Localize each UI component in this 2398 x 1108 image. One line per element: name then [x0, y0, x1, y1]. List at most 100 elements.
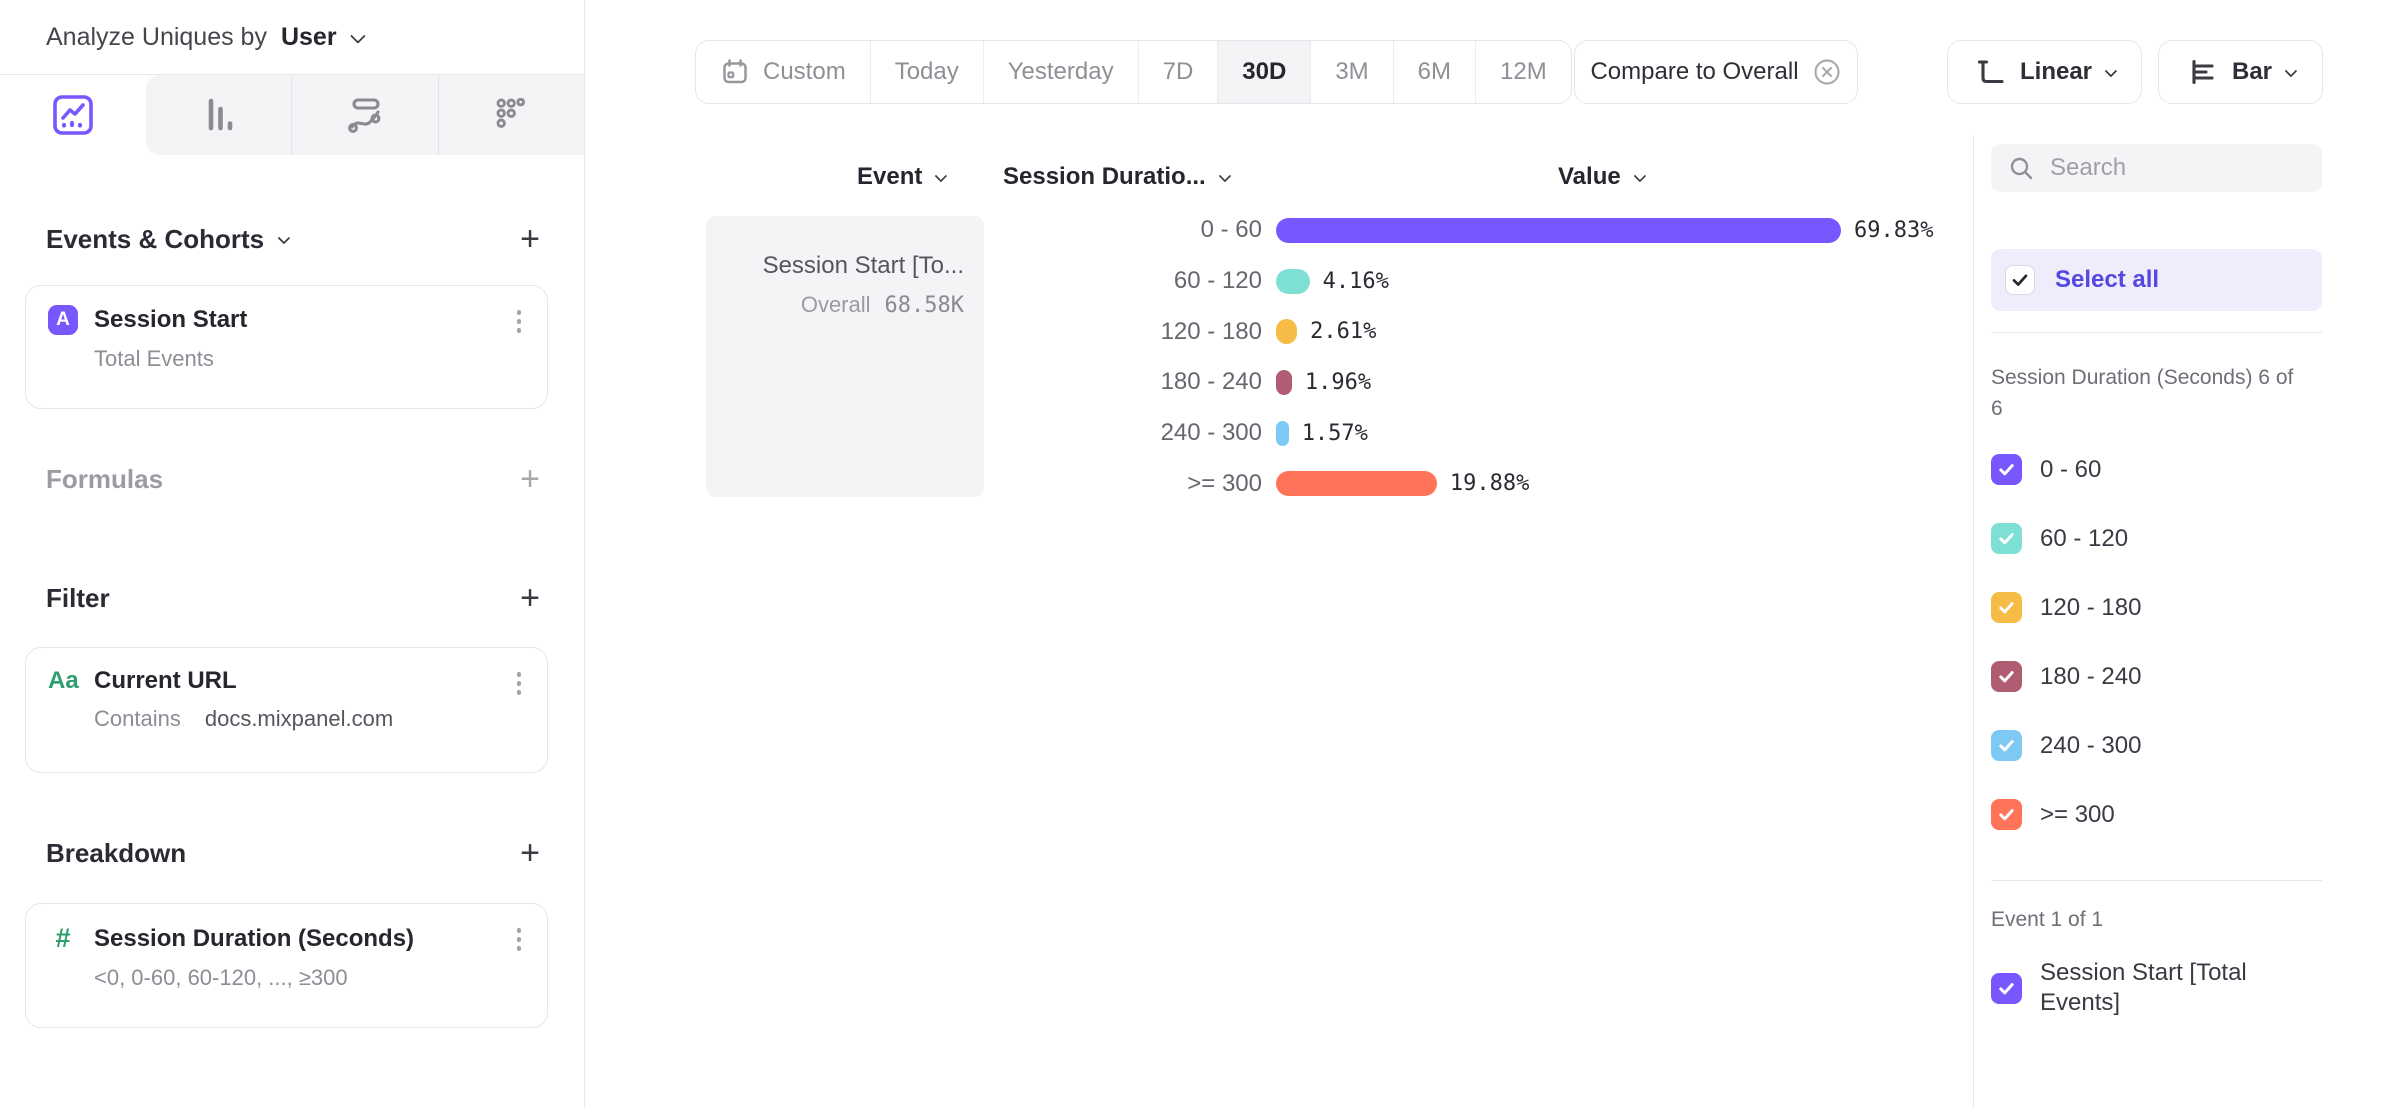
tab-flows[interactable]	[291, 75, 437, 155]
filter-title: Filter	[46, 582, 110, 613]
bar-segment[interactable]	[1276, 369, 1292, 395]
kebab-menu-icon[interactable]	[513, 668, 526, 699]
segment-item->=300[interactable]: >= 300	[1991, 799, 2322, 830]
column-header-event[interactable]: Event	[857, 159, 948, 195]
scale-selector-button[interactable]: Linear	[1947, 40, 2142, 104]
chevron-down-icon	[2104, 64, 2118, 77]
formulas-title: Formulas	[46, 463, 164, 494]
filter-operator[interactable]: Contains	[94, 706, 181, 731]
event-name[interactable]: Session Start	[94, 306, 248, 333]
event-aggregation[interactable]: Total Events	[94, 346, 214, 371]
bar-row-2: 60 - 120 4.16%	[585, 256, 1973, 307]
segment-item-60-120[interactable]: 60 - 120	[1991, 523, 2322, 554]
bar-category-label: 60 - 120	[1173, 267, 1262, 295]
add-formula-button[interactable]: +	[520, 460, 540, 498]
compare-to-overall-button[interactable]: Compare to Overall	[1574, 40, 1858, 104]
overall-label: Overall	[800, 292, 871, 317]
flows-icon	[342, 92, 388, 138]
date-range-label: Yesterday	[1007, 58, 1114, 85]
colored-checkbox[interactable]	[1991, 523, 2022, 554]
bar-value-label: 2.61%	[1310, 319, 1377, 345]
bar-segment[interactable]	[1276, 268, 1310, 294]
breakdown-card-session-duration[interactable]: # Session Duration (Seconds) <0, 0-60, 6…	[25, 903, 548, 1028]
search-icon	[2008, 155, 2035, 182]
column-header-value-label: Value	[1558, 163, 1621, 190]
add-filter-button[interactable]: +	[520, 579, 540, 617]
bar-rows: 0 - 60 69.83% 60 - 120 4.16% 120 - 180 2.61% 1…	[585, 205, 1973, 509]
date-range-label: 12M	[1500, 58, 1547, 85]
tab-retention[interactable]	[437, 75, 584, 155]
tab-insights[interactable]	[0, 75, 146, 155]
segment-item-120-180[interactable]: 120 - 180	[1991, 592, 2322, 623]
breakdown-property-name[interactable]: Session Duration (Seconds)	[94, 924, 415, 952]
colored-checkbox[interactable]	[1991, 592, 2022, 623]
kebab-menu-icon[interactable]	[513, 924, 526, 955]
colored-checkbox[interactable]	[1991, 454, 2022, 485]
segment-item-180-240[interactable]: 180 - 240	[1991, 661, 2322, 692]
segment-item-0-60[interactable]: 0 - 60	[1991, 454, 2322, 485]
bar-segment[interactable]	[1276, 319, 1298, 345]
divider	[1991, 332, 2322, 333]
breakdown-buckets[interactable]: <0, 0-60, 60-120, ..., ≥300	[94, 965, 348, 990]
bar-value-label: 19.88%	[1449, 471, 1530, 497]
date-range-today[interactable]: Today	[869, 41, 983, 103]
kebab-menu-icon[interactable]	[513, 306, 526, 337]
select-all-row[interactable]: Select all	[1991, 249, 2322, 311]
bar-category-label: 120 - 180	[1160, 317, 1262, 345]
bar-value-label: 1.96%	[1304, 369, 1372, 395]
chart-type-selector-button[interactable]: Bar	[2158, 40, 2323, 104]
bar-segment[interactable]	[1276, 420, 1289, 446]
add-event-button[interactable]: +	[520, 220, 540, 258]
column-header-session-duration[interactable]: Session Duratio...	[1003, 159, 1231, 195]
search-input[interactable]: Search	[1991, 144, 2322, 192]
analyze-uniques-value[interactable]: User	[280, 22, 337, 51]
date-range-6m[interactable]: 6M	[1392, 41, 1475, 103]
checkbox-label: 240 - 300	[2040, 731, 2142, 759]
chart-type-tabs	[0, 75, 584, 155]
filter-property-name[interactable]: Current URL	[94, 667, 237, 694]
filter-card-current-url[interactable]: Aa Current URL Contains docs.mixpanel.co…	[25, 647, 548, 773]
text-property-icon: Aa	[48, 667, 79, 694]
date-range-label: 30D	[1242, 58, 1287, 85]
date-range-yesterday[interactable]: Yesterday	[982, 41, 1138, 103]
bar-row-1: 0 - 60 69.83%	[585, 205, 1973, 256]
date-range-custom[interactable]: Custom	[696, 41, 870, 103]
date-range-30d[interactable]: 30D	[1217, 41, 1311, 103]
bar-segment[interactable]	[1276, 471, 1437, 497]
event-item[interactable]: Session Start [Total Events]	[1991, 958, 2322, 1018]
bar-segment[interactable]	[1276, 217, 1841, 243]
chevron-down-icon[interactable]	[349, 27, 366, 44]
date-range-label: 3M	[1335, 58, 1369, 85]
select-all-checkbox[interactable]	[2005, 265, 2035, 295]
calendar-icon	[720, 57, 750, 87]
series-summary-card[interactable]: Session Start [To... Overall 68.58K	[706, 216, 984, 497]
colored-checkbox[interactable]	[1991, 730, 2022, 761]
remove-compare-icon[interactable]	[1812, 57, 1842, 87]
events-cohorts-title[interactable]: Events & Cohorts	[46, 224, 291, 255]
date-range-7d[interactable]: 7D	[1137, 41, 1218, 103]
colored-checkbox[interactable]	[1991, 972, 2022, 1004]
colored-checkbox[interactable]	[1991, 799, 2022, 830]
bar-value-label: 69.83%	[1854, 217, 1934, 243]
chart-type-selector-label: Bar	[2231, 58, 2273, 85]
segment-item-240-300[interactable]: 240 - 300	[1991, 730, 2322, 761]
event-letter-badge: A	[48, 305, 78, 335]
scale-selector-label: Linear	[2019, 58, 2093, 85]
event-checkbox-list: Session Start [Total Events]	[1991, 958, 2322, 1018]
retention-grid-icon	[488, 92, 534, 138]
date-range-3m[interactable]: 3M	[1310, 41, 1392, 103]
event-card-session-start[interactable]: A Session Start Total Events	[25, 285, 548, 409]
series-title: Session Start [To...	[762, 252, 964, 279]
add-breakdown-button[interactable]: +	[520, 834, 540, 872]
bar-category-label: >= 300	[1187, 469, 1262, 497]
linear-axis-icon	[1975, 56, 2007, 88]
filter-value[interactable]: docs.mixpanel.com	[204, 706, 394, 731]
tab-bar-chart[interactable]	[146, 75, 291, 155]
events-cohorts-section-header: Events & Cohorts +	[25, 217, 548, 261]
chevron-down-icon	[1218, 169, 1231, 182]
column-header-value[interactable]: Value	[1558, 159, 1646, 195]
event-group-label: Event 1 of 1	[1991, 908, 2104, 931]
date-range-12m[interactable]: 12M	[1475, 41, 1571, 103]
bar-row-3: 120 - 180 2.61%	[585, 306, 1973, 357]
colored-checkbox[interactable]	[1991, 661, 2022, 692]
